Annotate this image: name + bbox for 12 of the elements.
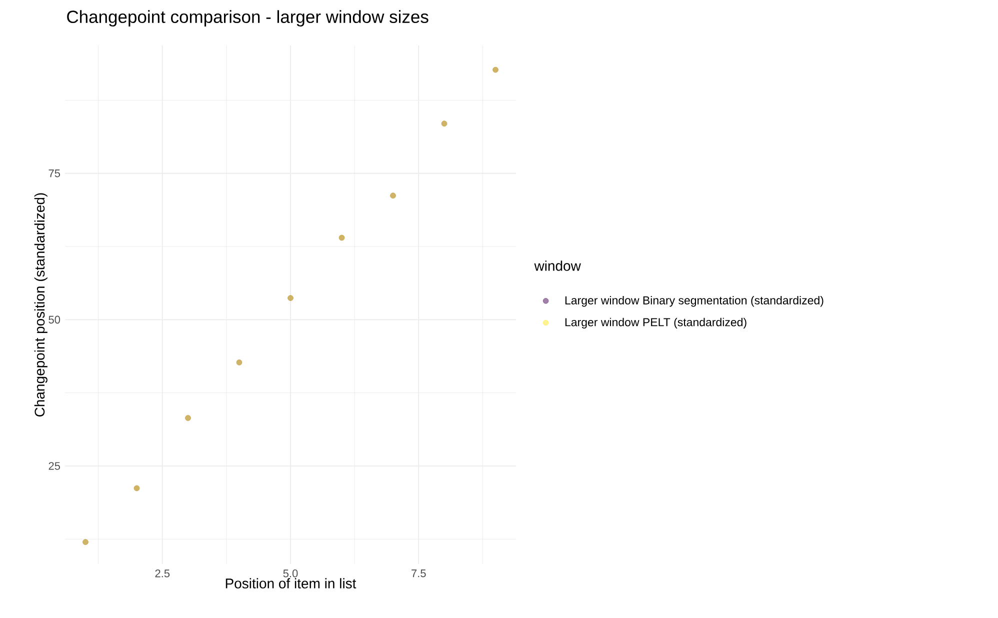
chart-title: Changepoint comparison - larger window sizes xyxy=(67,10,428,26)
legend-label: Larger window Binary segmentation (standardized) xyxy=(565,296,824,307)
x-axis-title: Position of item in list xyxy=(226,578,356,588)
x-tick-label: 2.5 xyxy=(155,570,170,578)
y-tick-label: 50 xyxy=(48,316,60,324)
x-tick-label: 7.5 xyxy=(412,570,426,578)
y-tick-label: 75 xyxy=(48,170,60,178)
y-tick-label: 25 xyxy=(48,462,60,470)
legend-label: Larger window PELT (standardized) xyxy=(565,318,746,329)
y-axis-title: Changepoint position (standardized) xyxy=(34,193,48,416)
x-tick-label: 5.0 xyxy=(283,570,298,578)
legend-title: window xyxy=(534,260,581,271)
